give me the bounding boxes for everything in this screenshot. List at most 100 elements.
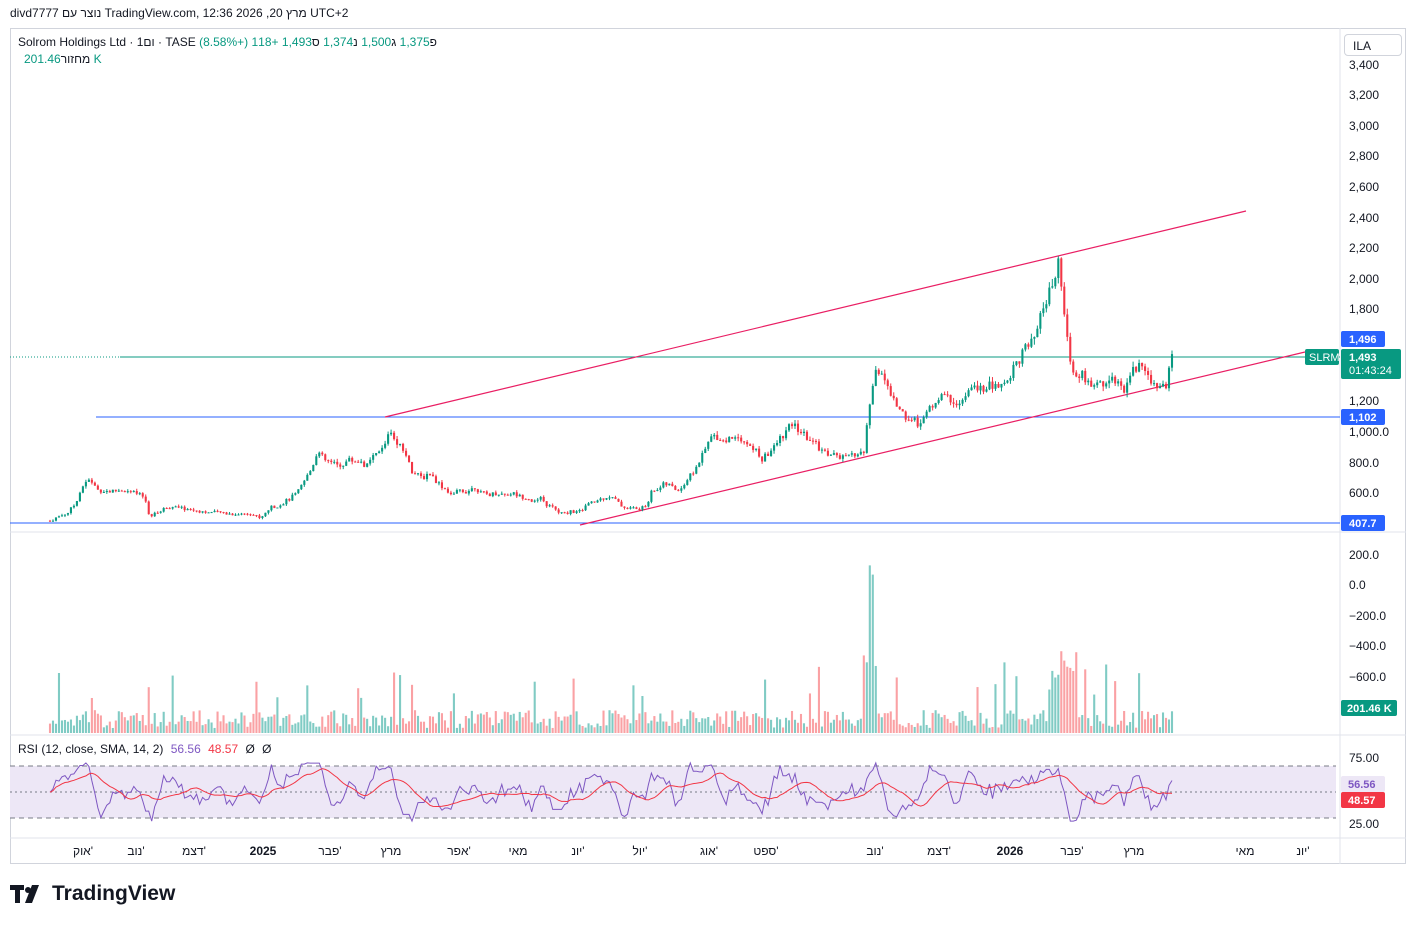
rsi-ma-tag-bg — [1341, 792, 1385, 808]
volume-bar — [1108, 725, 1111, 733]
chart-frame[interactable] — [10, 28, 1406, 864]
volume-bar — [258, 712, 261, 733]
rsi-tag-bg — [1341, 776, 1385, 792]
volume-bar — [150, 723, 153, 733]
volume-bar — [856, 720, 859, 733]
candle-body — [1009, 377, 1012, 381]
volume-bar — [737, 720, 740, 733]
candle-body — [746, 441, 749, 445]
volume-bar — [410, 684, 414, 733]
candle-body — [719, 440, 722, 442]
candle-body — [796, 423, 800, 432]
volume-bar — [189, 721, 192, 733]
candle-body — [799, 431, 803, 434]
volume-bar — [132, 715, 135, 733]
volume-bar — [351, 718, 354, 733]
volume-bar — [372, 715, 375, 733]
candle-body — [677, 489, 680, 491]
candle-body — [728, 437, 731, 443]
volume-bar — [464, 715, 467, 733]
volume-bar — [680, 718, 683, 733]
candle-body — [156, 512, 159, 514]
time-tick-label: מאי — [509, 844, 528, 858]
candle-body — [611, 497, 614, 499]
candle-body — [165, 508, 168, 510]
volume-bar — [171, 675, 174, 733]
volume-bar — [521, 717, 524, 733]
candle-body — [934, 402, 937, 408]
volume-bar — [605, 725, 608, 733]
time-tick-label: פבר' — [318, 844, 341, 858]
volume-bar — [1081, 715, 1084, 733]
volume-bar — [473, 723, 476, 733]
price-tick-label: 2,400 — [1349, 211, 1379, 225]
candle-body — [907, 419, 910, 421]
volume-bar — [554, 711, 557, 733]
volume-bar — [1042, 710, 1045, 733]
candle-body — [1099, 381, 1102, 383]
volume-bar — [865, 662, 868, 733]
candle-body — [162, 508, 165, 512]
candle-body — [1081, 370, 1084, 379]
candle-body — [1069, 336, 1072, 362]
volume-tick-label: −400.0 — [1349, 639, 1386, 653]
candle-body — [761, 456, 764, 462]
candle-body — [123, 491, 126, 493]
volume-bar — [123, 717, 126, 733]
candle-body — [976, 385, 979, 391]
tradingview-brand[interactable]: TradingView — [10, 882, 175, 906]
candle-body — [458, 489, 461, 491]
rsi-label[interactable]: RSI (12, close, SMA, 14, 2) — [18, 742, 164, 756]
volume-bar — [952, 721, 955, 733]
candle-body — [186, 508, 189, 511]
volume-bar — [883, 713, 886, 733]
volume-bar — [78, 720, 81, 733]
volume-bar — [324, 726, 327, 733]
currency-button[interactable]: ILA — [1344, 34, 1402, 56]
volume-bar — [437, 712, 441, 733]
volume-bar — [309, 721, 312, 733]
volume-bar — [512, 713, 515, 733]
symbol-name[interactable]: Solrom Holdings Ltd · 1ום · TASE — [18, 35, 196, 49]
candle-body — [841, 455, 844, 459]
candle-body — [348, 457, 351, 462]
volume-bar — [159, 722, 162, 733]
volume-bar — [970, 720, 973, 733]
candle-body — [656, 489, 659, 491]
volume-bar — [566, 716, 569, 733]
candle-body — [1093, 385, 1096, 387]
candle-body — [276, 507, 279, 509]
symbol-tag-bg — [1305, 349, 1339, 365]
candle-body — [1123, 385, 1126, 393]
volume-bar — [530, 722, 533, 733]
candle-body — [60, 515, 64, 517]
candle-body — [1087, 380, 1090, 383]
volume-bar — [348, 724, 351, 733]
candle-body — [1150, 374, 1153, 384]
volume-bar — [925, 724, 928, 733]
rsi-tick-label: 25.00 — [1349, 817, 1379, 831]
candle-body — [1132, 366, 1135, 376]
candle-body — [790, 424, 794, 427]
candle-body — [659, 487, 662, 490]
created-by-header: divd7777 נוצר עם TradingView.com, 12:36 … — [10, 6, 349, 20]
candle-body — [375, 453, 378, 456]
volume-bar — [862, 655, 865, 733]
volume-bar — [518, 711, 521, 733]
volume-bar — [204, 724, 207, 733]
price-tick-label: 3,000 — [1349, 119, 1379, 133]
volume-tick-label: 200.0 — [1349, 548, 1379, 562]
volume-bar — [102, 727, 105, 733]
candle-body — [1054, 278, 1057, 287]
brand-name: TradingView — [52, 882, 176, 905]
candle-body — [964, 396, 967, 400]
volume-bar — [72, 725, 75, 733]
candle-body — [560, 512, 563, 514]
volume-bar — [455, 727, 458, 733]
volume-bar — [761, 717, 764, 733]
candle-body — [437, 482, 441, 484]
volume-bar — [327, 715, 330, 733]
candle-body — [904, 411, 907, 420]
volume-bar — [632, 685, 635, 733]
